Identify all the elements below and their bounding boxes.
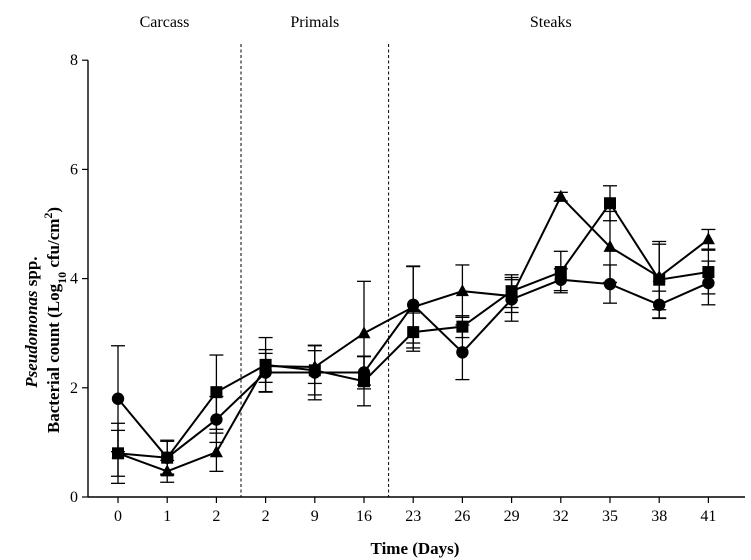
y-tick-label: 4 — [70, 271, 78, 288]
x-tick-label: 32 — [553, 508, 569, 525]
x-tick-label: 41 — [700, 508, 716, 525]
y-tick-label: 8 — [70, 52, 78, 69]
data-point-triangle — [308, 360, 322, 373]
x-tick-label: 16 — [356, 508, 372, 525]
data-point-square — [702, 266, 715, 279]
y-tick-label: 2 — [70, 380, 78, 397]
data-point-triangle — [209, 445, 223, 458]
data-point-triangle — [603, 239, 617, 252]
data-point-triangle — [111, 446, 125, 459]
x-tick-label: 23 — [405, 508, 421, 525]
data-point-square — [210, 386, 223, 399]
y-axis-title-sub: 10 — [55, 272, 69, 284]
data-point-triangle — [701, 232, 715, 245]
x-tick-label: 0 — [114, 508, 122, 525]
y-axis-title-mid: cfu/cm — [44, 219, 63, 272]
y-axis-title-sup: 2 — [41, 213, 55, 219]
data-point-square — [554, 266, 567, 279]
data-point-triangle — [554, 189, 568, 202]
x-tick-label: 29 — [504, 508, 520, 525]
x-tick-label: 38 — [651, 508, 667, 525]
x-axis-title: Time (Days) — [371, 539, 460, 558]
y-tick-label: 6 — [70, 161, 78, 178]
x-tick-label: 2 — [262, 508, 270, 525]
x-tick-label: 26 — [454, 508, 470, 525]
y-axis-title-main: Bacterial count (Log — [44, 283, 63, 433]
data-point-triangle — [406, 299, 420, 312]
data-point-triangle — [160, 464, 174, 477]
y-axis-title-spp: spp. — [22, 256, 41, 290]
data-point-circle — [111, 392, 125, 405]
y-axis-title-genus: Pseudomonas — [22, 290, 41, 389]
data-point-square — [604, 197, 616, 210]
data-point-triangle — [455, 284, 469, 297]
x-tick-label: 2 — [212, 508, 220, 525]
y-axis-title: Pseudomonas spp. Bacterial count (Log10 … — [22, 207, 69, 433]
data-point-triangle — [652, 269, 666, 282]
data-point-circle — [603, 277, 617, 291]
x-tick-label: 9 — [311, 508, 319, 525]
y-tick-label: 0 — [70, 489, 78, 506]
x-tick-label: 35 — [602, 508, 618, 525]
data-point-triangle — [259, 358, 273, 371]
data-point-circle — [456, 346, 469, 359]
data-point-square — [456, 320, 469, 333]
section-label-carcass: Carcass — [140, 14, 190, 31]
data-point-triangle — [357, 326, 371, 339]
y-axis-title-end: ) — [44, 207, 63, 213]
x-tick-label: 1 — [163, 508, 171, 525]
data-point-triangle — [505, 289, 519, 302]
section-label-primals: Primals — [290, 14, 339, 31]
section-label-steaks: Steaks — [530, 14, 572, 31]
